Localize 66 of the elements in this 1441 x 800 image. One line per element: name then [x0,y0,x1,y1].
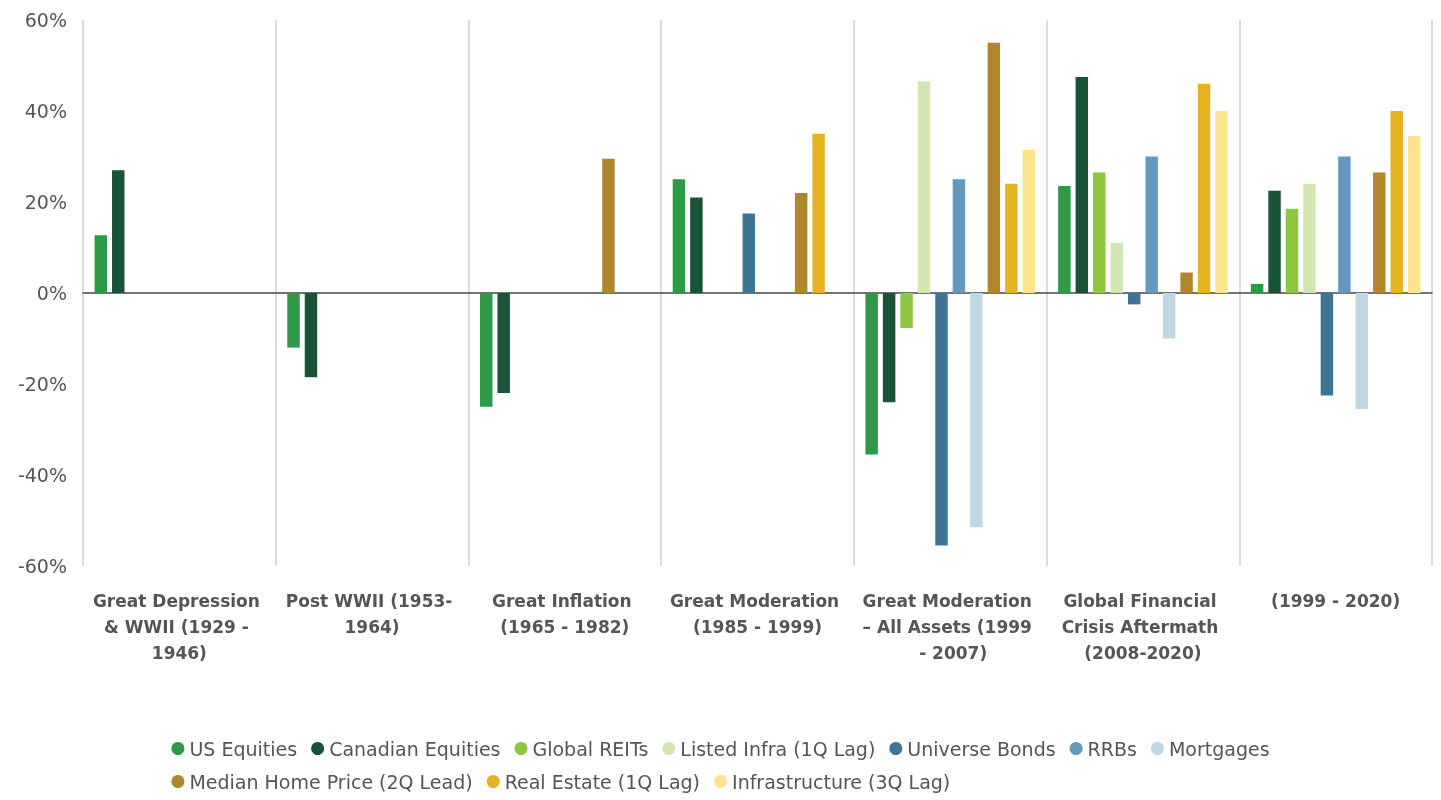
bar [672,179,686,293]
bar [602,158,615,293]
bar [304,293,318,378]
bar [112,170,125,293]
x-tick-label: Great Moderation – All Assets (1999 - 2007) [862,591,1038,663]
bar [1093,172,1106,293]
y-tick-label: -60% [17,555,67,577]
bar [94,235,108,293]
bar [812,133,825,293]
bar [1215,111,1228,293]
bar [1373,172,1386,293]
y-tick-label: 0% [36,282,67,304]
x-tick-label: Post WWII (1953- 1964) [285,591,459,637]
bar [1320,293,1334,396]
bar [1180,272,1193,293]
bar [497,293,510,394]
legend-label: Universe Bonds [907,737,1056,760]
legend-label: Mortgages [1168,737,1270,760]
bar [1058,186,1071,293]
legend-label: Infrastructure (3Q Lag) [732,770,951,793]
bar [882,293,896,403]
y-tick-label: 40% [24,100,67,122]
bar [1303,183,1316,293]
bar [917,81,931,293]
bar [1162,293,1176,339]
bar [1197,83,1211,293]
bar [1075,76,1089,293]
x-tick-label: Global Financial Crisis Aftermath (2008-2020) [1061,591,1225,663]
bar [1338,156,1351,293]
bar [742,213,756,293]
x-tick-label: Great Inflation (1965 - 1982) [492,591,638,637]
x-tick-label: Great Depression & WWII (1929 - 1946) [92,591,266,663]
bar [1390,111,1403,293]
bar [952,179,966,293]
bar [794,192,808,293]
legend-label: US Equities [189,737,298,760]
bar [287,293,300,348]
bar [1285,208,1299,293]
bar [1355,293,1369,410]
bar [987,42,1001,293]
x-tick-label: (1999 - 2020) [1271,591,1401,611]
bar [900,293,913,329]
bar [1005,183,1018,293]
bar [1407,136,1421,293]
bar [479,293,493,407]
legend-label: RRBs [1087,737,1137,760]
legend-label: Real Estate (1Q Lag) [504,770,701,793]
legend-label: Median Home Price (2Q Lead) [189,770,473,793]
y-tick-label: 20% [24,191,67,213]
bar [1127,293,1141,305]
bar [1022,149,1036,293]
bar [970,293,983,528]
bar [1268,190,1281,293]
legend-label: Global REITs [532,737,649,760]
y-tick-label: -20% [17,373,67,395]
x-tick-label: Great Moderation (1985 - 1999) [669,591,846,637]
legend-label: Listed Infra (1Q Lag) [680,737,876,760]
bar [690,197,703,293]
bar [1250,283,1264,293]
y-tick-label: 60% [24,9,67,31]
bar [935,293,948,546]
bar [865,293,878,455]
bar [1145,156,1158,293]
legend-label: Canadian Equities [329,737,501,760]
bar [1110,242,1123,293]
y-tick-label: -40% [17,464,67,486]
